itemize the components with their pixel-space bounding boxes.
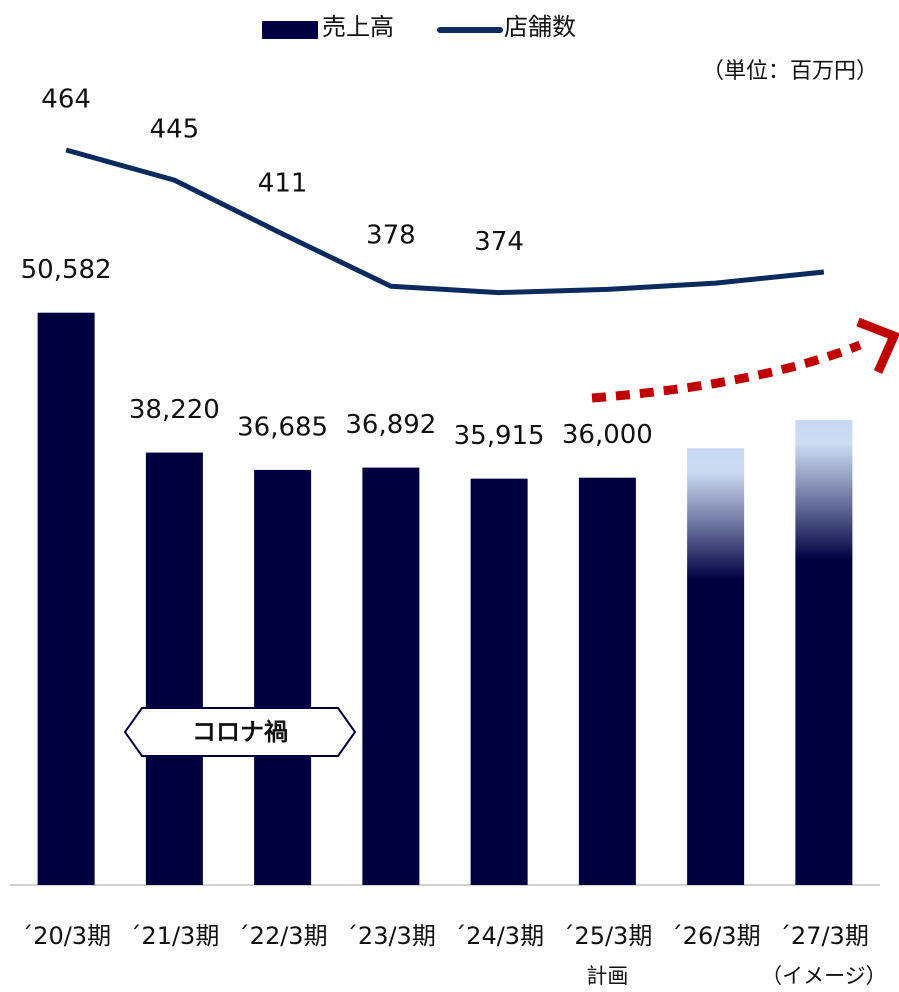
legend-label: 売上高 — [322, 13, 394, 41]
line-value-label: 378 — [366, 221, 416, 251]
line-value-label: 445 — [150, 115, 200, 145]
bar-value-label: 36,685 — [237, 412, 328, 442]
bar — [254, 469, 312, 885]
unit-note: （単位：百万円） — [702, 59, 878, 84]
x-tick-label: ´24/3期 — [454, 922, 544, 950]
bar — [795, 419, 853, 885]
x-tick-label: ´23/3期 — [346, 922, 436, 950]
bar-value-label: 50,582 — [21, 255, 112, 285]
x-tick-label: ´26/3期 — [671, 922, 761, 950]
legend-label: 店舗数 — [504, 13, 576, 41]
line-value-label: 411 — [258, 168, 308, 198]
annotation-box — [123, 707, 357, 757]
bar — [37, 312, 95, 885]
bar — [470, 478, 528, 885]
line — [65, 147, 825, 296]
bar — [362, 467, 420, 885]
trend-arrow-head — [856, 317, 899, 374]
bar — [578, 477, 636, 885]
legend-swatch — [262, 21, 318, 39]
bar-value-label: 36,892 — [345, 410, 436, 440]
x-tick-label: ´21/3期 — [129, 922, 219, 950]
x-tick-label: ´27/3期 — [779, 922, 869, 950]
bar — [687, 448, 745, 885]
x-tick-label: ´22/3期 — [238, 922, 328, 950]
x-tick-note: 計画 — [586, 964, 628, 988]
line-value-label: 464 — [41, 85, 91, 115]
bar-value-label: 38,220 — [129, 395, 220, 425]
bar-value-label: 36,000 — [562, 420, 653, 450]
bar-value-label: 35,915 — [454, 421, 545, 451]
x-tick-label: ´20/3期 — [21, 922, 111, 950]
bar — [145, 452, 203, 885]
line-value-label: 374 — [474, 227, 524, 257]
x-tick-label: ´25/3期 — [562, 922, 652, 950]
annotation: コロナ禍 — [192, 718, 288, 746]
x-tick-note: （イメージ） — [761, 964, 887, 988]
trend-arrow — [591, 340, 862, 403]
